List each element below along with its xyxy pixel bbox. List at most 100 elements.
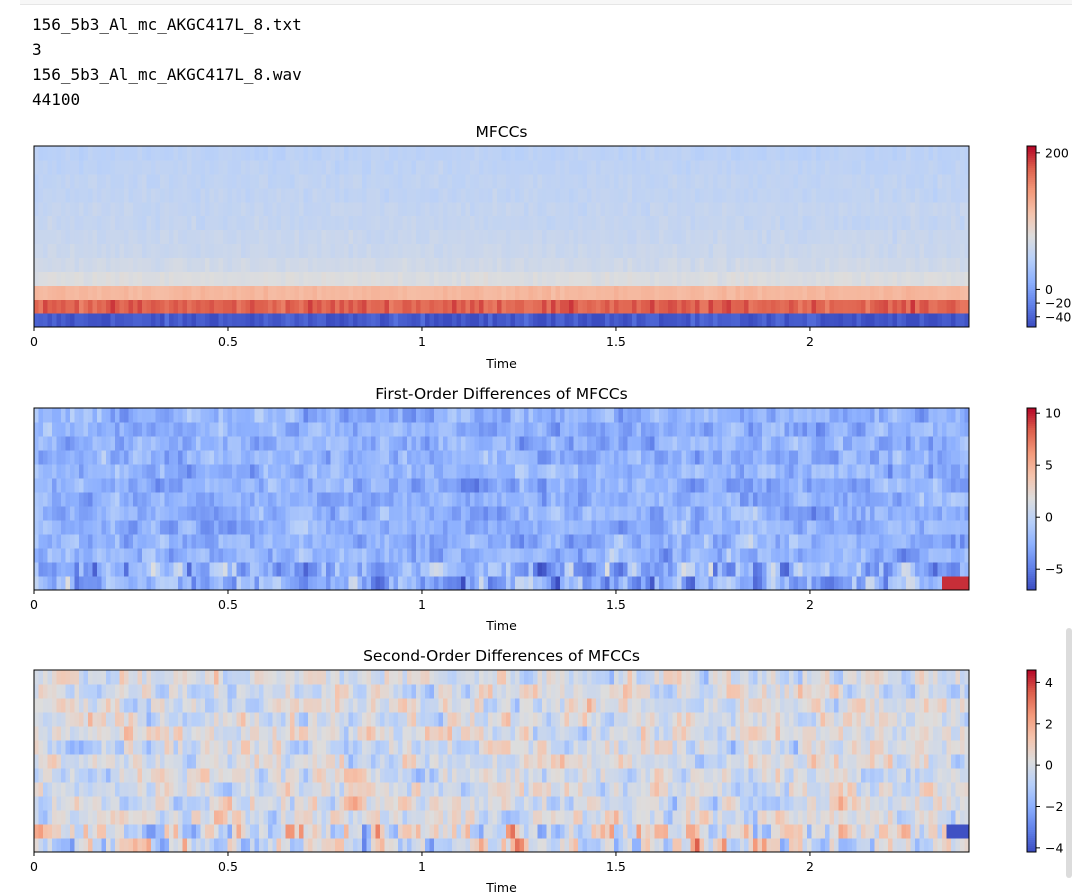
- heatmap-cell: [712, 313, 718, 328]
- heatmap-cell: [65, 285, 71, 300]
- heatmap-cell: [65, 450, 71, 465]
- heatmap-cell: [906, 548, 912, 563]
- heatmap-cell: [263, 506, 269, 521]
- heatmap-cell: [294, 562, 300, 577]
- heatmap-cell: [852, 201, 858, 217]
- heatmap-cell: [461, 285, 467, 300]
- heatmap-cell: [915, 313, 921, 328]
- heatmap-cell: [663, 562, 669, 577]
- heatmap-cell: [69, 215, 76, 231]
- heatmap-cell: [335, 436, 341, 451]
- heatmap-cell: [771, 464, 777, 479]
- heatmap-cell: [240, 562, 246, 577]
- heatmap-cell: [110, 534, 116, 549]
- heatmap-cell: [510, 492, 516, 507]
- heatmap-cell: [721, 464, 727, 479]
- heatmap-cell: [951, 562, 957, 577]
- heatmap-cell: [712, 534, 718, 549]
- heatmap-cell: [546, 271, 552, 286]
- heatmap-cell: [312, 146, 318, 161]
- heatmap-cell: [730, 257, 736, 272]
- heatmap-cell: [829, 534, 835, 549]
- heatmap-cell: [335, 492, 341, 507]
- colorbar: [1027, 146, 1036, 328]
- heatmap-cell: [564, 464, 570, 479]
- heatmap-cell: [249, 187, 255, 203]
- heatmap-cell: [681, 464, 687, 479]
- heatmap-cell: [667, 562, 673, 577]
- heatmap-cell: [34, 506, 40, 521]
- heatmap-cell: [191, 215, 197, 231]
- heatmap-cell: [793, 450, 799, 465]
- heatmap-cell: [159, 229, 165, 245]
- heatmap-cell: [748, 520, 754, 535]
- heatmap-cell: [550, 520, 557, 535]
- heatmap-cell: [497, 187, 503, 203]
- heatmap-cell: [87, 450, 94, 465]
- heatmap-cell: [411, 436, 417, 451]
- heatmap-cell: [964, 506, 970, 521]
- heatmap-cell: [51, 146, 58, 161]
- heatmap-cell: [874, 215, 880, 231]
- heatmap-cell: [649, 146, 655, 161]
- heatmap-cell: [137, 187, 143, 203]
- heatmap-cell: [721, 215, 727, 231]
- heatmap-cell: [384, 450, 390, 465]
- heatmap-cell: [906, 478, 912, 493]
- heatmap-cell: [492, 450, 498, 465]
- heatmap-cell: [757, 492, 763, 507]
- heatmap-cell: [775, 534, 781, 549]
- heatmap-cell: [636, 520, 642, 535]
- heatmap-cell: [137, 436, 143, 451]
- heatmap-cell: [303, 436, 309, 451]
- heatmap-cell: [398, 492, 404, 507]
- heatmap-cell: [811, 520, 817, 535]
- heatmap-cell: [186, 450, 192, 465]
- heatmap-cell: [627, 243, 633, 258]
- heatmap-cell: [865, 257, 871, 272]
- heatmap-cell: [141, 562, 147, 577]
- heatmap-cell: [879, 201, 885, 217]
- heatmap-cell: [497, 506, 503, 521]
- heatmap-cell: [577, 478, 584, 493]
- heatmap-cell: [317, 201, 323, 217]
- heatmap-cell: [375, 173, 381, 189]
- heatmap-cell: [546, 562, 552, 577]
- heatmap-cell: [164, 187, 170, 203]
- heatmap-cell: [586, 187, 593, 203]
- heatmap-cell: [681, 146, 687, 161]
- heatmap-cell: [541, 159, 548, 175]
- heatmap-cell: [497, 492, 503, 507]
- heatmap-cell: [263, 173, 269, 189]
- heatmap-cell: [479, 159, 485, 175]
- heatmap-cell: [780, 450, 786, 465]
- heatmap-cell: [532, 215, 539, 231]
- heatmap-cell: [177, 576, 183, 591]
- heatmap-cell: [51, 520, 58, 535]
- heatmap-cell: [591, 299, 597, 314]
- heatmap-cell: [101, 576, 107, 591]
- heatmap-cell: [429, 478, 435, 493]
- heatmap-cell: [227, 478, 233, 493]
- heatmap-cell: [645, 285, 651, 300]
- heatmap-cell: [380, 450, 386, 465]
- heatmap-cell: [51, 492, 58, 507]
- heatmap-cell: [775, 576, 781, 591]
- heatmap-cell: [924, 520, 930, 535]
- heatmap-cell: [398, 313, 404, 328]
- heatmap-cell: [955, 271, 961, 286]
- heatmap-cell: [461, 520, 467, 535]
- heatmap-cell: [384, 173, 390, 189]
- heatmap-cell: [182, 146, 188, 161]
- heatmap-cell: [231, 548, 237, 563]
- heatmap-cell: [51, 215, 58, 231]
- heatmap-cell: [389, 299, 395, 314]
- heatmap-cell: [330, 215, 336, 231]
- heatmap-cell: [312, 436, 318, 451]
- heatmap-cell: [245, 187, 251, 203]
- heatmap-cell: [501, 187, 507, 203]
- heatmap-cell: [798, 534, 804, 549]
- heatmap-cell: [182, 173, 188, 189]
- heatmap-cell: [771, 201, 777, 217]
- heatmap-cell: [681, 506, 687, 521]
